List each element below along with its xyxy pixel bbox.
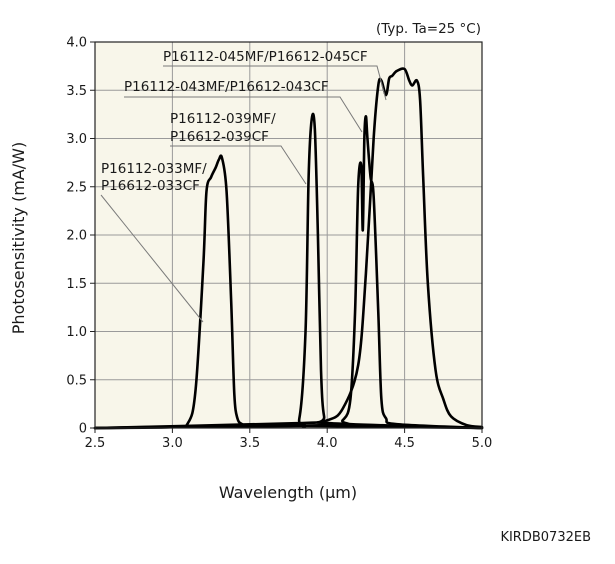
document-id: KIRDB0732EB — [500, 530, 591, 545]
series-line-3 — [93, 115, 484, 430]
x-axis-label: Wavelength (μm) — [219, 483, 357, 502]
y-tick-label: 2.5 — [66, 180, 87, 195]
series-line-4 — [93, 67, 484, 430]
annotation-label-5: P16112-033MF/ — [101, 161, 207, 177]
series-annotations: P16112-045MF/P16612-045CF P16112-043MF/P1… — [100, 49, 387, 323]
x-tick-label: 4.0 — [317, 436, 338, 451]
annotation-label-2: P16112-043MF/P16612-043CF — [124, 79, 329, 95]
y-tick-label: 2.0 — [66, 229, 87, 244]
annotation-label-6: P16612-033CF — [101, 178, 200, 194]
annotation-label-3: P16112-039MF/ — [170, 111, 276, 127]
y-tick-label: 3.0 — [66, 132, 87, 147]
y-tick-label: 3.5 — [66, 84, 87, 99]
y-tick-label: 0.5 — [66, 373, 87, 388]
y-tick-label: 1.0 — [66, 325, 87, 340]
y-axis-label: Photosensitivity (mA/W) — [9, 142, 28, 334]
annotation-leader-1 — [163, 65, 387, 101]
x-tick-label: 2.5 — [85, 436, 106, 451]
curves — [93, 67, 484, 430]
measurement-condition: (Typ. Ta=25 °C) — [376, 21, 481, 37]
y-tick-label: 0 — [79, 422, 87, 437]
x-tick-label: 3.5 — [239, 436, 260, 451]
x-tick-label: 4.5 — [394, 436, 415, 451]
annotation-leader-2 — [124, 96, 363, 133]
x-tick-label: 3.0 — [162, 436, 183, 451]
annotation-leader-6 — [100, 194, 204, 323]
y-tick-label: 4.0 — [66, 36, 87, 51]
annotation-leader-4 — [170, 145, 307, 185]
y-tick-label: 1.5 — [66, 277, 87, 292]
tick-labels: 2.5 3.0 3.5 4.0 4.5 5.0 0 0.5 1.0 1.5 2.0 2.5 3.0 3.5… — [66, 36, 492, 452]
grid — [95, 42, 482, 428]
annotation-label-1: P16112-045MF/P16612-045CF — [163, 49, 368, 65]
annotation-label-4: P16612-039CF — [170, 129, 269, 145]
x-tick-label: 5.0 — [472, 436, 493, 451]
